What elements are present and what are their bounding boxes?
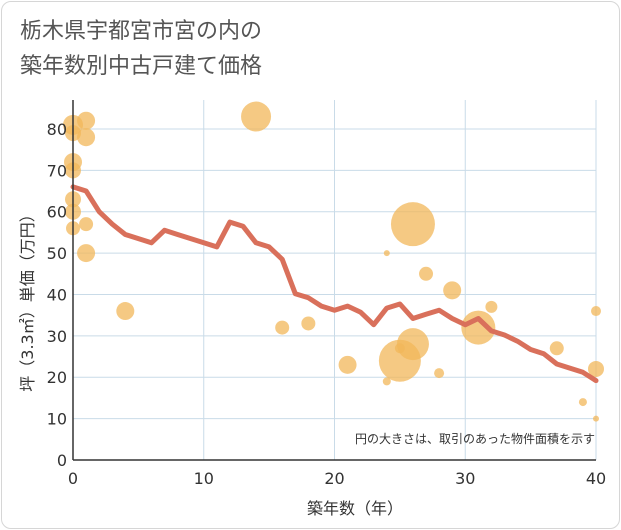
bubble-point: [588, 360, 604, 377]
axes: [72, 100, 596, 461]
tick-labels: 0 10 20 30 40 50 60 70 80 0 10 20 30 40: [47, 120, 607, 488]
bubble-point: [593, 415, 599, 422]
y-tick-label: 0: [57, 451, 67, 470]
bubble-point: [434, 368, 445, 379]
y-tick-label: 30: [47, 327, 67, 346]
bubble-size-note: 円の大きさは、取引のあった物件面積を示す: [355, 431, 595, 446]
bubble-point: [382, 377, 391, 386]
bubble-point: [79, 217, 94, 232]
bubble-point: [461, 310, 496, 345]
x-tick-label: 10: [194, 469, 214, 488]
x-tick-label: 30: [455, 469, 475, 488]
x-tick-label: 20: [324, 469, 344, 488]
bubble-series: [63, 101, 604, 422]
grid-lines: [73, 100, 597, 460]
bubble-point: [396, 328, 429, 361]
bubble-point: [443, 281, 462, 300]
bubble-point: [549, 341, 564, 356]
bubble-point: [419, 266, 434, 281]
bubble-point: [591, 306, 601, 317]
bubble-point: [116, 302, 135, 321]
y-tick-label: 20: [47, 368, 67, 387]
chart-title: 栃木県宇都宮市宮の内の 築年数別中古戸建て価格: [20, 14, 262, 84]
chart-title-line-2: 築年数別中古戸建て価格: [20, 54, 263, 79]
bubble-point: [338, 355, 357, 374]
price-trend-line: [70, 184, 599, 384]
bubble-point: [241, 101, 272, 132]
bubble-point: [485, 300, 498, 313]
bubble-point: [77, 128, 96, 147]
y-tick-label: 70: [47, 161, 67, 180]
y-tick-label: 10: [47, 410, 67, 429]
line-series: [70, 184, 599, 384]
y-tick-label: 40: [47, 285, 67, 304]
bubble-point: [275, 320, 290, 335]
x-tick-label: 0: [68, 469, 78, 488]
y-axis-label: 坪（3.3㎡）単価（万円）: [18, 206, 37, 391]
bubble-point: [383, 250, 390, 257]
x-tick-label: 40: [586, 469, 606, 488]
y-tick-label: 60: [47, 203, 67, 222]
bubble-point: [578, 398, 587, 407]
chart-title-line-1: 栃木県宇都宮市宮の内の: [20, 19, 263, 44]
bubble-point: [301, 316, 316, 331]
y-tick-label: 80: [47, 120, 67, 139]
y-tick-label: 50: [47, 244, 67, 263]
x-axis-label: 築年数（年）: [307, 499, 403, 518]
bubble-point: [77, 111, 96, 130]
bubble-point: [390, 202, 435, 247]
bubble-point: [77, 244, 96, 263]
